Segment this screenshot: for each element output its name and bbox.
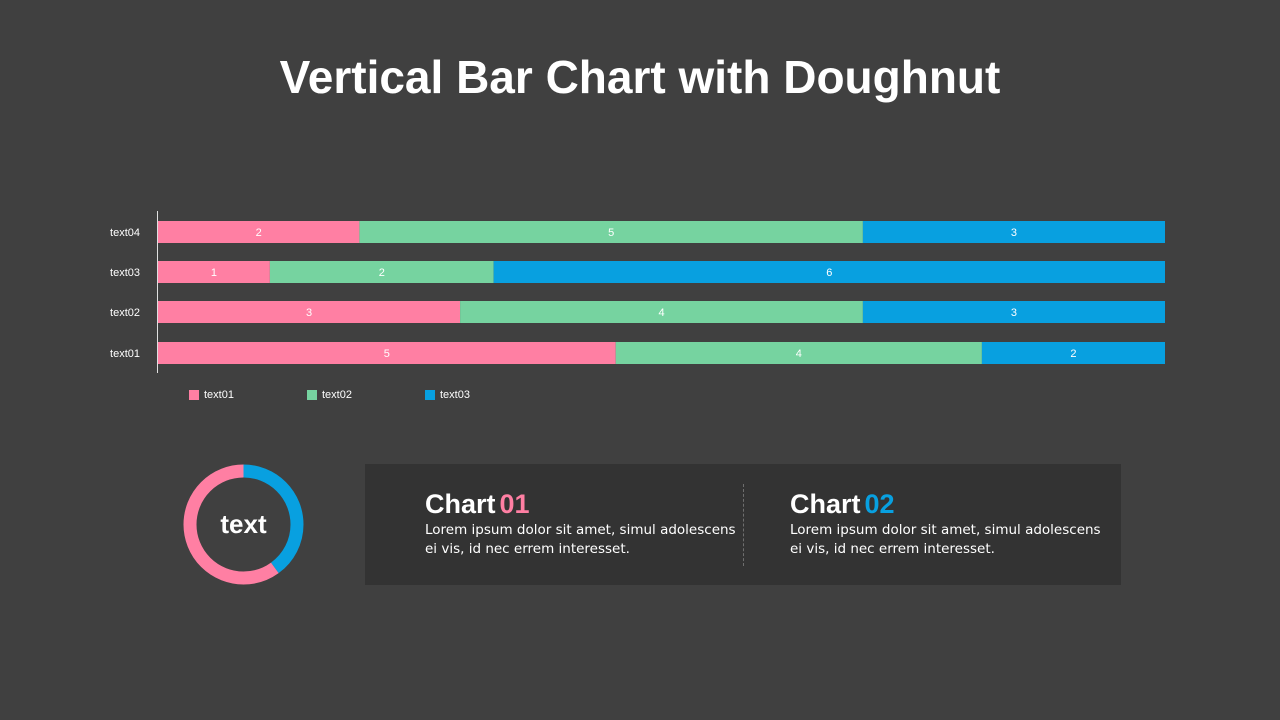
info-card-1-text: Lorem ipsum dolor sit amet, simul adoles… — [425, 522, 736, 557]
legend-swatch-series-2 — [307, 390, 317, 400]
bar-data-label: 1 — [211, 267, 217, 279]
bar-segment — [493, 261, 1166, 283]
bar-data-label: 2 — [379, 267, 385, 279]
info-card-1: Chart 01 Lorem ipsum dolor sit amet, simu… — [425, 488, 745, 559]
bar-segment — [460, 301, 863, 323]
page-title: Vertical Bar Chart with Doughnut — [279, 51, 1001, 103]
info-card-2-title-word: Chart — [790, 489, 861, 519]
bar-segment — [158, 261, 270, 283]
bar-data-label: 4 — [796, 348, 802, 360]
bar-segment — [269, 261, 494, 283]
bar-segment — [158, 342, 616, 364]
legend-item-series-3: text03 — [425, 389, 470, 401]
bar-segment — [862, 301, 1165, 323]
legend-swatch-series-3 — [425, 390, 435, 400]
info-card-2-text: Lorem ipsum dolor sit amet, simul adoles… — [790, 522, 1101, 557]
legend-item-series-1: text01 — [189, 389, 234, 401]
legend-label-series-1: text01 — [204, 389, 234, 401]
panel-divider — [743, 484, 744, 566]
bar-data-label: 3 — [1011, 307, 1017, 319]
info-card-2: Chart 02 Lorem ipsum dolor sit amet, simu… — [790, 488, 1110, 559]
bar-segment — [615, 342, 982, 364]
legend-swatch-series-1 — [189, 390, 199, 400]
bar-data-label: 2 — [256, 227, 262, 239]
doughnut-slice — [183, 464, 304, 585]
bar-data-label: 4 — [658, 307, 664, 319]
bar-segment — [862, 221, 1165, 243]
bar-segment — [359, 221, 863, 243]
bar-data-label: 2 — [1070, 348, 1076, 360]
bar-segment — [158, 301, 461, 323]
bar-data-label: 5 — [608, 227, 614, 239]
bar-data-label: 3 — [306, 307, 312, 319]
info-panel: Chart 01 Lorem ipsum dolor sit amet, simu… — [365, 464, 1121, 585]
bar-data-label: 6 — [826, 267, 832, 279]
bar-segment — [981, 342, 1165, 364]
bar-data-label: 3 — [1011, 227, 1017, 239]
info-card-2-title: Chart 02 — [790, 488, 1110, 520]
bar-segment — [158, 221, 360, 243]
doughnut-center-label: text — [220, 509, 267, 539]
doughnut-chart: text — [182, 463, 305, 586]
legend-label-series-2: text02 — [322, 389, 352, 401]
stacked-bar-chart: text01 5 4 2 text02 3 4 3 text03 1 2 6 text04 2 5 3 — [110, 211, 1166, 373]
category-label: text01 — [110, 348, 140, 360]
category-label: text03 — [110, 267, 140, 279]
category-label: text04 — [110, 227, 140, 239]
info-card-1-title-number: 01 — [499, 489, 530, 519]
bar-data-label: 5 — [384, 348, 390, 360]
info-card-1-title: Chart 01 — [425, 488, 745, 520]
legend-item-series-2: text02 — [307, 389, 352, 401]
legend-label-series-3: text03 — [440, 389, 470, 401]
doughnut-svg — [183, 464, 304, 585]
category-label: text02 — [110, 307, 140, 319]
info-card-1-title-word: Chart — [425, 489, 496, 519]
info-card-2-title-number: 02 — [864, 489, 895, 519]
